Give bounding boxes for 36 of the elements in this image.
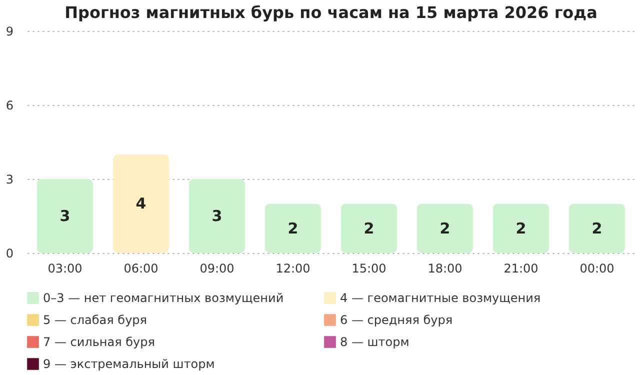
data-label: 2 bbox=[592, 219, 602, 238]
y-tick-label: 0 bbox=[6, 246, 14, 260]
x-tick-label: 06:00 bbox=[124, 262, 158, 276]
chart-title: Прогноз магнитных бурь по часам на 15 марта 2026 года bbox=[64, 3, 598, 22]
data-label: 2 bbox=[516, 219, 526, 238]
bar bbox=[189, 179, 245, 253]
legend-label: 5 — слабая буря bbox=[43, 313, 148, 327]
legend-label: 8 — шторм bbox=[340, 335, 410, 349]
legend-label: 0–3 — нет геомагнитных возмущений bbox=[43, 291, 284, 305]
legend-label: 7 — сильная буря bbox=[43, 335, 155, 349]
bar bbox=[37, 179, 93, 253]
legend-label: 9 — экстремальный шторм bbox=[43, 357, 215, 371]
x-tick-label: 09:00 bbox=[200, 262, 234, 276]
legend-label: 6 — средняя буря bbox=[340, 313, 453, 327]
y-tick-label: 3 bbox=[6, 172, 14, 186]
data-label: 2 bbox=[440, 219, 450, 238]
data-label: 2 bbox=[364, 219, 374, 238]
bar bbox=[569, 204, 625, 253]
x-tick-label: 18:00 bbox=[428, 262, 462, 276]
data-label: 2 bbox=[288, 219, 298, 238]
data-label: 4 bbox=[136, 194, 146, 213]
x-tick-label: 12:00 bbox=[276, 262, 310, 276]
x-tick-label: 21:00 bbox=[504, 262, 538, 276]
x-tick-label: 00:00 bbox=[580, 262, 614, 276]
data-label: 3 bbox=[212, 207, 222, 225]
data-label: 3 bbox=[60, 207, 70, 225]
legend-label: 4 — геомагнитные возмущения bbox=[340, 291, 541, 305]
bar bbox=[417, 204, 473, 253]
y-tick-label: 9 bbox=[6, 24, 14, 38]
bar bbox=[265, 204, 321, 253]
bar bbox=[341, 204, 397, 253]
bar bbox=[493, 204, 549, 253]
bar bbox=[113, 154, 169, 253]
x-tick-label: 15:00 bbox=[352, 262, 386, 276]
y-tick-label: 6 bbox=[6, 98, 14, 112]
x-tick-label: 03:00 bbox=[48, 262, 82, 276]
